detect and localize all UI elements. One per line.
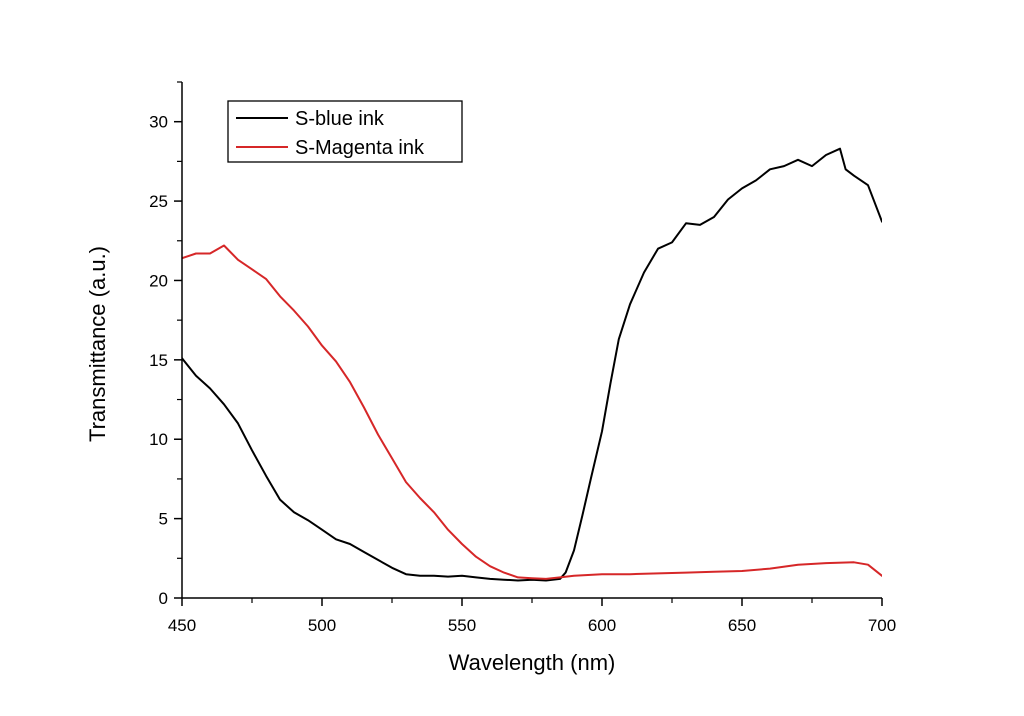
y-tick-label: 0 [159, 589, 168, 608]
legend-box [227, 100, 463, 163]
y-tick-label: 25 [149, 192, 168, 211]
y-tick-label: 5 [159, 510, 168, 529]
x-tick-label: 550 [448, 616, 476, 635]
series-layer [182, 147, 882, 582]
y-ticks: 0 5 10 15 20 25 30 [149, 81, 182, 608]
x-tick-label: 700 [868, 616, 896, 635]
x-tick-label: 600 [588, 616, 616, 635]
legend-label-s-magenta: S-Magenta ink [295, 137, 425, 159]
y-tick-label: 20 [149, 271, 168, 290]
x-axis-title: Wavelength (nm) [449, 650, 616, 675]
y-tick-label: 30 [149, 113, 168, 132]
x-tick-label: 450 [168, 616, 196, 635]
x-tick-label: 500 [308, 616, 336, 635]
legend: S-blue ink S-Magenta ink [227, 100, 463, 163]
series-line-s-magenta [182, 244, 882, 580]
y-tick-label: 15 [149, 351, 168, 370]
x-tick-label: 650 [728, 616, 756, 635]
y-axis-title: Transmittance (a.u.) [85, 246, 110, 442]
series-line-s-blue [182, 147, 882, 582]
x-ticks: 450 500 550 600 650 700 [168, 598, 896, 635]
y-tick-label: 10 [149, 430, 168, 449]
legend-label-s-blue: S-blue ink [295, 108, 385, 130]
